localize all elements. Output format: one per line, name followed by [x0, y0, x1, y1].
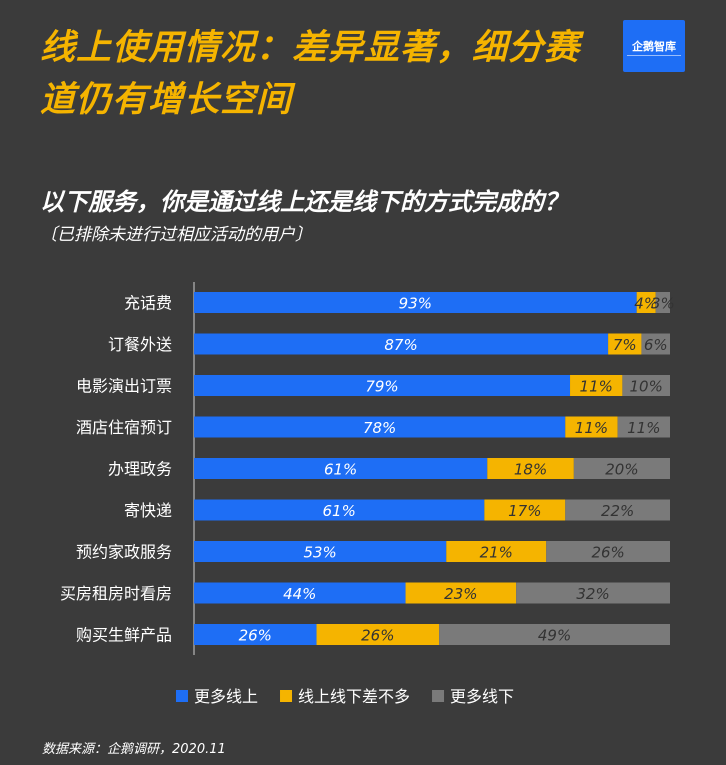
bar-segment — [194, 375, 571, 396]
bar-segment — [194, 624, 317, 645]
category-label: 预约家政服务 — [76, 543, 172, 562]
data-label: 6% — [644, 336, 668, 354]
bar-segment — [439, 624, 670, 645]
data-label: 61% — [323, 502, 356, 520]
bar-segment — [446, 541, 547, 562]
bar-segment — [484, 499, 566, 521]
legend-swatch — [280, 690, 293, 702]
data-label: 7% — [613, 336, 637, 354]
data-label: 17% — [508, 502, 541, 520]
data-label: 87% — [384, 336, 417, 354]
data-label: 79% — [365, 378, 398, 396]
data-label: 23% — [444, 585, 477, 603]
chart-title: 以下服务，你是通过线上还是线下的方式完成的？ — [40, 188, 568, 216]
bar-segment — [487, 458, 574, 479]
category-label: 充话费 — [124, 294, 172, 313]
bar-segment — [194, 582, 406, 604]
category-label: 购买生鲜产品 — [76, 626, 172, 645]
bar-segment — [194, 416, 566, 438]
data-label: 21% — [480, 544, 513, 562]
data-label: 32% — [576, 585, 609, 603]
bar-segment — [617, 416, 670, 438]
data-label: 11% — [627, 419, 660, 437]
data-label: 53% — [303, 544, 336, 562]
data-label: 3% — [651, 295, 675, 313]
legend-label: 更多线上 — [194, 687, 258, 706]
legend-label: 更多线下 — [450, 687, 514, 706]
bar-segment — [405, 582, 517, 604]
bar-segment — [316, 624, 440, 645]
bar-segment — [194, 333, 609, 355]
category-label: 酒店住宿预订 — [76, 418, 172, 437]
category-label: 电影演出订票 — [76, 377, 172, 396]
brand-logo: 企鹅智库 — [623, 20, 685, 72]
category-label: 寄快递 — [124, 501, 172, 520]
data-label: 26% — [361, 627, 394, 645]
category-label: 办理政务 — [108, 460, 172, 479]
bar-segment — [565, 499, 670, 521]
bar-segment — [194, 458, 488, 479]
chart-subtitle: 〔已排除未进行过相应活动的用户〕 — [40, 225, 312, 245]
bar-segment — [608, 333, 642, 355]
data-source: 数据来源：企鹅调研，2020.11 — [42, 742, 226, 757]
data-label: 18% — [514, 461, 547, 479]
bar-segment — [194, 292, 637, 313]
bar-segment — [565, 416, 618, 438]
data-label: 78% — [363, 419, 396, 437]
data-label: 93% — [399, 295, 432, 313]
data-label: 44% — [283, 585, 316, 603]
stacked-bar-chart: 充话费 93% 4%3% 订餐外送 87% 7% 6% 电影演出订票 79% 11% 10% 酒店住宿… — [59, 282, 675, 706]
bar-segment — [655, 292, 670, 313]
category-label: 买房租房时看房 — [60, 584, 172, 603]
bar-segment — [194, 499, 485, 521]
data-label: 4% — [634, 295, 658, 313]
legend-swatch — [176, 690, 188, 702]
data-label: 61% — [324, 461, 357, 479]
bar-segment — [573, 458, 670, 479]
bar-segment — [641, 333, 670, 355]
data-label: 26% — [591, 544, 624, 562]
bar-segment — [194, 541, 447, 562]
data-label: 26% — [239, 627, 272, 645]
data-label: 11% — [575, 419, 608, 437]
bar-segment — [622, 375, 670, 396]
category-label: 订餐外送 — [108, 335, 172, 354]
data-label: 11% — [580, 378, 613, 396]
data-label: 20% — [605, 461, 638, 479]
data-label: 22% — [601, 502, 634, 520]
page-title: 线上使用情况：差异显著，细分赛道仍有增长空间 — [40, 28, 581, 120]
legend-label: 线上线下差不多 — [298, 687, 410, 706]
bar-segment — [516, 582, 670, 604]
data-label: 49% — [538, 627, 571, 645]
data-label: 10% — [630, 378, 663, 396]
bar-segment — [570, 375, 623, 396]
bar-segment — [546, 541, 670, 562]
logo-text: 企鹅智库 — [632, 40, 676, 53]
bar-segment — [636, 292, 656, 313]
legend-swatch — [432, 690, 445, 702]
logo-underline — [627, 55, 681, 59]
